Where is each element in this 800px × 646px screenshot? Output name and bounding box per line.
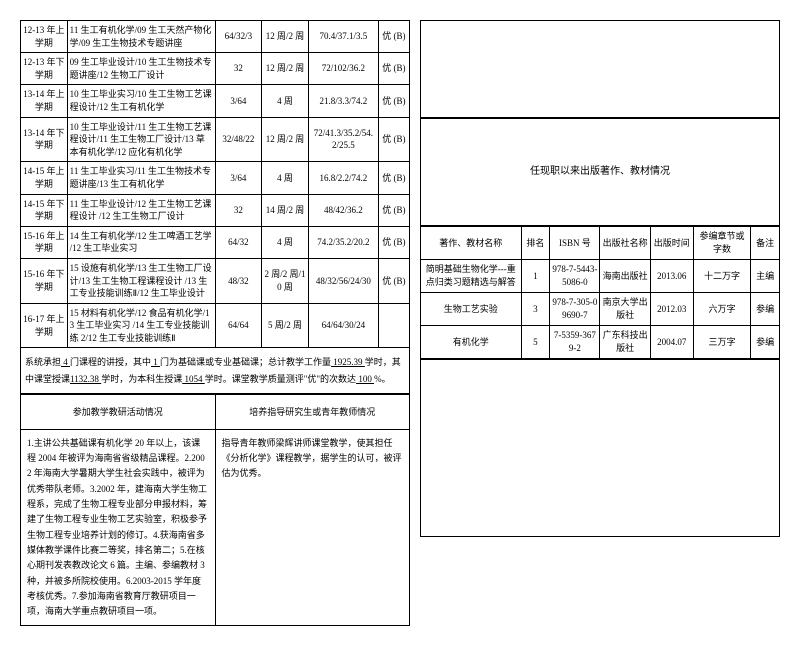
course-cell: 4 周 (262, 162, 309, 194)
course-cell: 48/42/36.2 (308, 194, 378, 226)
course-cell: 优 (B) (378, 117, 409, 162)
course-cell: 优 (B) (378, 53, 409, 85)
course-cell: 12-13 年上学期 (21, 21, 68, 53)
course-cell: 优 (B) (378, 258, 409, 303)
course-cell: 15-16 年下学期 (21, 258, 68, 303)
books-header-cell: 备注 (751, 227, 780, 260)
courses-table: 12-13 年上学期11 生工有机化学/09 生工天然产物化学/09 生工生物技… (20, 20, 410, 348)
publications-section: 任现职以来出版著作、教材情况 (420, 118, 780, 226)
course-cell: 13-14 年下学期 (21, 117, 68, 162)
page: 12-13 年上学期11 生工有机化学/09 生工天然产物化学/09 生工生物技… (20, 20, 780, 626)
course-cell: 10 生工毕业设计/11 生工生物工艺课程设计/11 生工生物工厂设计/13 草… (67, 117, 215, 162)
course-cell: 14-15 年上学期 (21, 162, 68, 194)
course-cell: 10 生工毕业实习/10 生工生物工艺课程设计/12 生工有机化学 (67, 85, 215, 117)
book-cell: 1 (521, 260, 550, 293)
right-column: 任现职以来出版著作、教材情况 著作、教材名称排名ISBN 号出版社名称出版时间参… (420, 20, 780, 626)
right-bottom-empty (420, 359, 780, 537)
course-cell: 64/64/30/24 (308, 303, 378, 348)
books-table: 著作、教材名称排名ISBN 号出版社名称出版时间参编章节或字数备注 简明基础生物… (420, 226, 780, 359)
course-cell: 16.8/2.2/74.2 (308, 162, 378, 194)
activities-table: 参加教学教研活动情况 培养指导研究生或青年教师情况 1.主讲公共基础课有机化学 … (20, 394, 410, 627)
book-cell: 5 (521, 326, 550, 359)
section-title: 任现职以来出版著作、教材情况 (421, 119, 780, 226)
course-cell: 3/64 (215, 162, 262, 194)
book-cell: 2012.03 (650, 293, 693, 326)
narrative-left: 1.主讲公共基础课有机化学 20 年以上，该课程 2004 年被评为海南省省级精… (21, 429, 216, 626)
course-cell: 72/41.3/35.2/54.2/25.5 (308, 117, 378, 162)
header-right: 培养指导研究生或青年教师情况 (215, 394, 410, 429)
course-cell: 70.4/37.1/3.5 (308, 21, 378, 53)
right-top-empty (420, 20, 780, 118)
course-cell: 64/32/3 (215, 21, 262, 53)
course-cell: 32 (215, 53, 262, 85)
empty-cell (421, 21, 780, 118)
book-cell: 7-5359-3679-2 (550, 326, 600, 359)
book-cell: 广东科技出版社 (600, 326, 650, 359)
book-cell: 海南出版社 (600, 260, 650, 293)
course-cell: 12 周/2 周 (262, 117, 309, 162)
course-cell: 优 (B) (378, 85, 409, 117)
course-cell: 11 生工毕业设计/12 生工生物工艺课程设计 /12 生工生物工厂设计 (67, 194, 215, 226)
book-cell: 参编 (751, 293, 780, 326)
book-cell: 有机化学 (421, 326, 522, 359)
course-cell: 21.8/3.3/74.2 (308, 85, 378, 117)
course-cell: 优 (B) (378, 194, 409, 226)
book-cell: 2004.07 (650, 326, 693, 359)
book-cell: 六万字 (693, 293, 750, 326)
book-cell: 978-7-305-09690-7 (550, 293, 600, 326)
course-cell: 2 周/2 周/10 周 (262, 258, 309, 303)
course-cell: 优 (B) (378, 226, 409, 258)
book-cell: 简明基础生物化学---重点归类习题精选与解答 (421, 260, 522, 293)
course-cell: 74.2/35.2/20.2 (308, 226, 378, 258)
course-cell: 13-14 年上学期 (21, 85, 68, 117)
book-cell: 生物工艺实验 (421, 293, 522, 326)
course-cell: 11 生工有机化学/09 生工天然产物化学/09 生工生物技术专题讲座 (67, 21, 215, 53)
books-header-cell: 著作、教材名称 (421, 227, 522, 260)
course-cell: 32/48/22 (215, 117, 262, 162)
book-cell: 978-7-5443-5086-0 (550, 260, 600, 293)
course-cell: 64/32 (215, 226, 262, 258)
books-header-cell: 出版社名称 (600, 227, 650, 260)
course-cell: 64/64 (215, 303, 262, 348)
course-cell: 5 周/2 周 (262, 303, 309, 348)
left-column: 12-13 年上学期11 生工有机化学/09 生工天然产物化学/09 生工生物技… (20, 20, 410, 626)
course-cell: 12 周/2 周 (262, 21, 309, 53)
course-cell: 15 材料有机化学/12 食品有机化学/13 生工毕业实习 /14 生工专业技能… (67, 303, 215, 348)
book-cell: 3 (521, 293, 550, 326)
book-cell: 南京大学出版社 (600, 293, 650, 326)
course-cell: 14 生工有机化学/12 生工啤酒工艺学 /12 生工毕业实习 (67, 226, 215, 258)
course-cell: 12-13 年下学期 (21, 53, 68, 85)
books-header-cell: 参编章节或字数 (693, 227, 750, 260)
books-header-cell: ISBN 号 (550, 227, 600, 260)
course-cell (378, 303, 409, 348)
course-cell: 优 (B) (378, 21, 409, 53)
course-cell: 优 (B) (378, 162, 409, 194)
course-cell: 16-17 年上学期 (21, 303, 68, 348)
book-cell: 参编 (751, 326, 780, 359)
empty-cell-bottom (421, 360, 780, 537)
course-cell: 11 生工毕业实习/11 生工生物技术专题讲座/13 生工有机化学 (67, 162, 215, 194)
summary-text: 系统承担 4 门课程的讲授，其中 1 门为基础课或专业基础课；总计教学工作量 1… (20, 348, 410, 393)
book-cell: 主编 (751, 260, 780, 293)
course-cell: 4 周 (262, 85, 309, 117)
course-cell: 15-16 年上学期 (21, 226, 68, 258)
course-cell: 32 (215, 194, 262, 226)
books-header-cell: 排名 (521, 227, 550, 260)
course-cell: 15 设施有机化学/13 生工生物工厂设计/13 生工生物工程课程设计 /13 … (67, 258, 215, 303)
course-cell: 3/64 (215, 85, 262, 117)
course-cell: 09 生工毕业设计/10 生工生物技术专题讲座/12 生物工厂设计 (67, 53, 215, 85)
book-cell: 十二万字 (693, 260, 750, 293)
course-cell: 14 周/2 周 (262, 194, 309, 226)
book-cell: 三万字 (693, 326, 750, 359)
book-cell: 2013.06 (650, 260, 693, 293)
course-cell: 14-15 年下学期 (21, 194, 68, 226)
course-cell: 12 周/2 周 (262, 53, 309, 85)
books-header-cell: 出版时间 (650, 227, 693, 260)
course-cell: 48/32/56/24/30 (308, 258, 378, 303)
header-left: 参加教学教研活动情况 (21, 394, 216, 429)
narrative-right: 指导青年教师梁辉讲师课堂教学，使其担任《分析化学》课程教学，据学生的认可，被评估… (215, 429, 410, 626)
course-cell: 4 周 (262, 226, 309, 258)
course-cell: 48/32 (215, 258, 262, 303)
course-cell: 72/102/36.2 (308, 53, 378, 85)
